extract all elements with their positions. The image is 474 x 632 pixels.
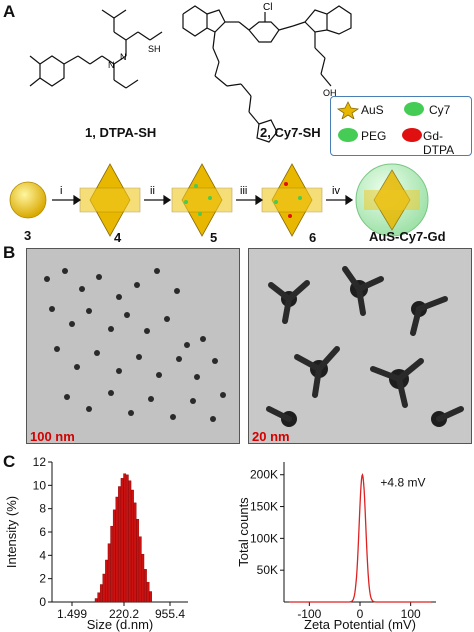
cy7-dot-icon <box>404 102 424 116</box>
tem-image-high-mag <box>248 248 472 444</box>
zeta-peak-line <box>289 473 431 603</box>
gd-dot-icon <box>402 128 422 142</box>
size-x-tick-label: 220.2 <box>109 607 139 621</box>
size-bar <box>99 584 103 603</box>
compound-1-label: 1, DTPA-SH <box>85 125 157 140</box>
size-y-tick-label: 10 <box>33 478 47 492</box>
size-bar <box>128 480 132 603</box>
step-iii: iii <box>240 185 247 197</box>
stage-label-final: AuS-Cy7-Gd <box>369 229 446 244</box>
size-bar <box>118 486 121 603</box>
tem-image-low-mag <box>26 248 240 444</box>
tem-particles-low <box>44 268 226 422</box>
size-y-tick-label: 6 <box>39 525 46 539</box>
panel-label-b: B <box>3 243 16 262</box>
size-x-axis-label: Size (d.nm) <box>87 617 153 632</box>
octahedron-4 <box>79 163 141 237</box>
legend-gd: Gd-DTPA <box>423 129 455 157</box>
size-y-tick-label: 8 <box>39 502 46 516</box>
zeta-potential-chart: 50K 100K 150K 200K -100 0 100 +4.8 mV Zeta Poten… <box>236 462 436 632</box>
size-bar <box>94 598 98 603</box>
stage-label-3: 3 <box>24 228 32 243</box>
tem-particles-high <box>266 266 464 427</box>
compound-2-label: 2, Cy7-SH <box>260 125 321 140</box>
size-bar <box>107 543 111 603</box>
peg-dot-icon <box>338 128 358 142</box>
stage-label-4: 4 <box>114 230 122 245</box>
zeta-annotation: +4.8 mV <box>380 476 425 490</box>
synthesis-scheme: i ii iii iv <box>9 163 429 237</box>
legend-box: AuS Cy7 PEG Gd-DTPA <box>330 96 472 157</box>
size-y-axis-label: Intensity (%) <box>4 496 19 568</box>
size-bar <box>110 525 114 603</box>
size-y-tick-label: 2 <box>39 572 46 586</box>
panel-label-c: C <box>3 452 16 471</box>
stage-label-6: 6 <box>309 230 317 245</box>
size-bar <box>136 518 140 603</box>
size-bar <box>97 592 101 603</box>
cy7-sh-structure: Cl OH <box>182 2 352 143</box>
octahedron-6 <box>261 163 323 237</box>
size-x-tick-label: 955.4 <box>155 607 185 621</box>
size-bar <box>146 581 150 603</box>
n-label-2: N <box>120 52 127 62</box>
size-bar <box>112 509 116 603</box>
aus-star-icon <box>337 101 359 119</box>
zeta-x-axis-label: Zeta Potential (mV) <box>304 617 416 632</box>
zeta-y-tick-label: 50K <box>257 563 278 577</box>
size-y-tick-label: 12 <box>33 455 47 469</box>
oh-label: OH <box>323 88 337 98</box>
step-ii: ii <box>150 185 155 197</box>
zeta-y-tick-label: 150K <box>250 500 278 514</box>
size-bar <box>105 559 108 603</box>
size-x-tick-label: 1.499 <box>57 607 87 621</box>
panel-label-a: A <box>3 2 16 21</box>
scalebar-20nm: 20 nm <box>252 429 290 444</box>
size-bar <box>115 496 119 603</box>
step-iv: iv <box>332 185 340 197</box>
n-label-1: N <box>108 60 115 70</box>
zeta-y-tick-label: 200K <box>250 468 278 482</box>
stage-label-5: 5 <box>210 230 218 245</box>
seed-sphere <box>9 181 47 219</box>
octahedron-5 <box>171 163 233 237</box>
scalebar-100nm: 100 nm <box>30 429 75 444</box>
size-y-tick-label: 0 <box>39 595 46 609</box>
zeta-x-tick-label: 0 <box>357 607 364 621</box>
size-bar <box>120 478 124 603</box>
zeta-y-axis-label: Total counts <box>236 497 251 567</box>
legend-cy7: Cy7 <box>429 103 451 117</box>
zeta-x-tick-label: 100 <box>401 607 421 621</box>
cl-label: Cl <box>263 2 272 13</box>
size-bar <box>125 474 129 603</box>
dtpa-sh-structure: SH N N <box>29 9 163 89</box>
size-bar <box>138 536 142 603</box>
size-bar <box>149 591 152 603</box>
size-bar <box>141 553 145 603</box>
legend-peg: PEG <box>361 129 387 143</box>
sh-label: SH <box>148 44 161 54</box>
step-i: i <box>60 185 62 197</box>
size-y-tick-label: 4 <box>39 548 46 562</box>
size-bar <box>123 473 127 603</box>
size-bar <box>144 569 147 603</box>
size-bar <box>133 502 137 603</box>
size-bar <box>102 573 106 603</box>
size-bar <box>131 489 134 603</box>
octahedron-final <box>364 169 420 231</box>
zeta-y-tick-label: 100K <box>250 531 278 545</box>
zeta-x-tick-label: -100 <box>297 607 321 621</box>
legend-aus: AuS <box>361 103 384 117</box>
